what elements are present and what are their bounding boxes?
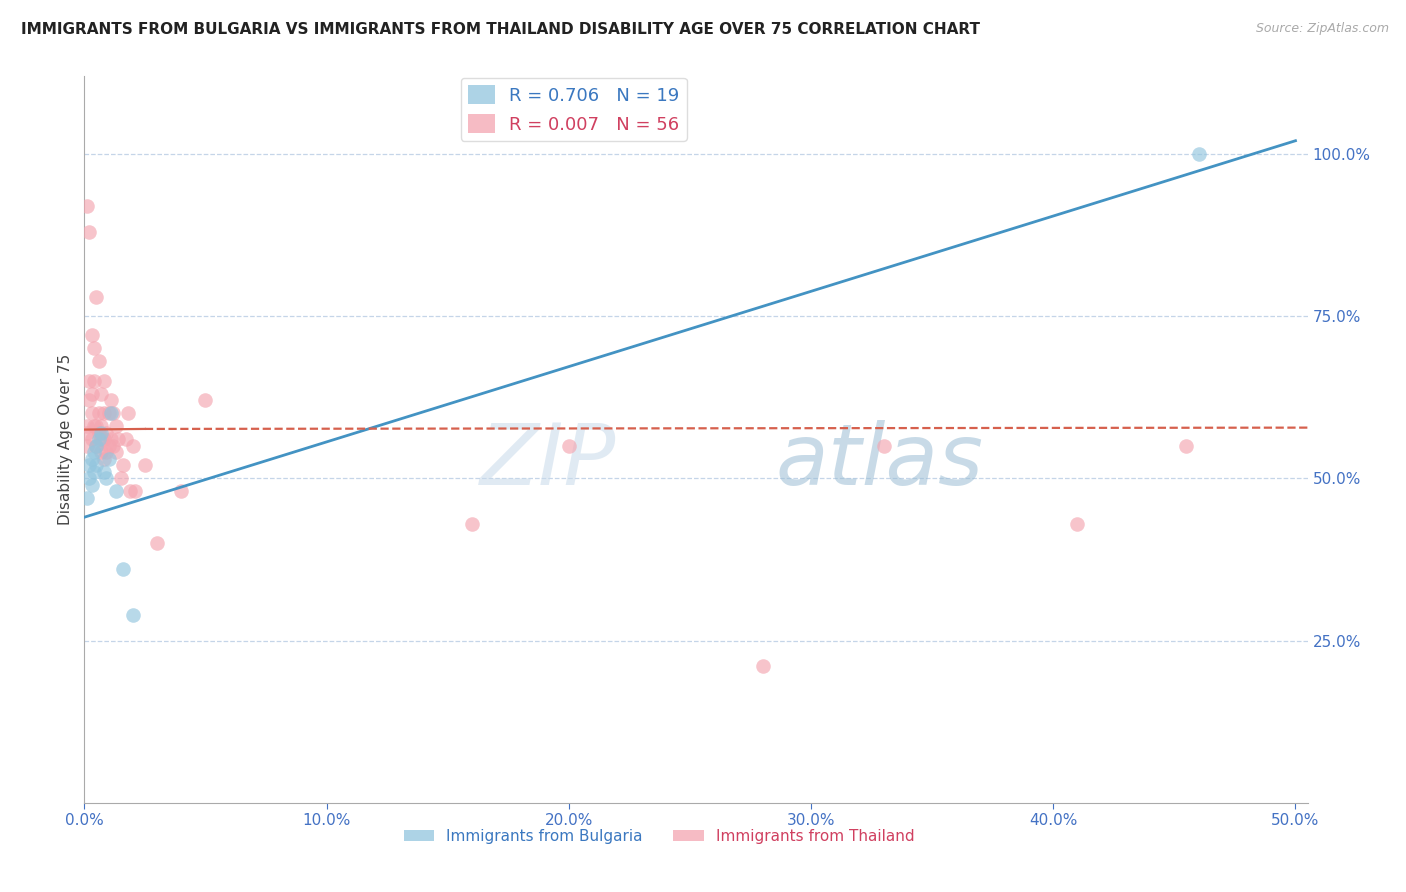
Point — [86, 439, 108, 453]
Point — [83, 445, 105, 459]
Point — [77, 393, 100, 408]
Point — [112, 458, 135, 473]
Point — [461, 516, 484, 531]
Point — [76, 425, 98, 440]
Point — [80, 451, 103, 466]
Point — [93, 432, 115, 446]
Point — [146, 536, 169, 550]
Point — [873, 439, 896, 453]
Point — [86, 419, 108, 434]
Point — [97, 406, 120, 420]
Point — [90, 432, 112, 446]
Point — [124, 484, 146, 499]
Point — [76, 419, 98, 434]
Point — [97, 451, 120, 466]
Point — [96, 445, 118, 459]
Point — [103, 406, 125, 420]
Point — [558, 439, 581, 453]
Point — [90, 419, 112, 434]
Point — [112, 562, 135, 576]
Point — [170, 484, 193, 499]
Point — [121, 439, 143, 453]
Point — [117, 406, 139, 420]
Legend: Immigrants from Bulgaria, Immigrants from Thailand: Immigrants from Bulgaria, Immigrants fro… — [398, 822, 921, 850]
Point — [96, 471, 118, 485]
Point — [93, 451, 115, 466]
Point — [80, 477, 103, 491]
Point — [80, 432, 103, 446]
Point — [86, 458, 108, 473]
Text: atlas: atlas — [776, 419, 983, 502]
Point — [86, 439, 108, 453]
Point — [104, 419, 127, 434]
Point — [100, 393, 122, 408]
Text: IMMIGRANTS FROM BULGARIA VS IMMIGRANTS FROM THAILAND DISABILITY AGE OVER 75 CORR: IMMIGRANTS FROM BULGARIA VS IMMIGRANTS F… — [21, 22, 980, 37]
Point — [104, 484, 127, 499]
Point — [104, 445, 127, 459]
Point — [83, 419, 105, 434]
Point — [77, 225, 100, 239]
Point — [87, 354, 110, 368]
Point — [107, 432, 129, 446]
Point — [1187, 146, 1209, 161]
Point — [80, 406, 103, 420]
Point — [121, 607, 143, 622]
Point — [114, 432, 136, 446]
Point — [751, 659, 773, 673]
Point — [77, 458, 100, 473]
Y-axis label: Disability Age Over 75: Disability Age Over 75 — [58, 354, 73, 524]
Point — [76, 199, 98, 213]
Point — [87, 432, 110, 446]
Point — [77, 471, 100, 485]
Point — [100, 432, 122, 446]
Point — [80, 387, 103, 401]
Point — [194, 393, 217, 408]
Text: ZIP: ZIP — [481, 419, 616, 502]
Point — [110, 471, 132, 485]
Point — [96, 425, 118, 440]
Point — [93, 374, 115, 388]
Point — [83, 465, 105, 479]
Point — [93, 465, 115, 479]
Point — [90, 387, 112, 401]
Point — [103, 439, 125, 453]
Point — [100, 406, 122, 420]
Point — [76, 491, 98, 505]
Point — [90, 425, 112, 440]
Point — [97, 439, 120, 453]
Point — [120, 484, 142, 499]
Text: Source: ZipAtlas.com: Source: ZipAtlas.com — [1256, 22, 1389, 36]
Point — [80, 328, 103, 343]
Point — [90, 445, 112, 459]
Point — [1175, 439, 1198, 453]
Point — [83, 342, 105, 356]
Point — [83, 374, 105, 388]
Point — [87, 406, 110, 420]
Point — [134, 458, 156, 473]
Point — [86, 289, 108, 303]
Point — [76, 439, 98, 453]
Point — [1066, 516, 1088, 531]
Point — [77, 374, 100, 388]
Point — [87, 425, 110, 440]
Point — [93, 406, 115, 420]
